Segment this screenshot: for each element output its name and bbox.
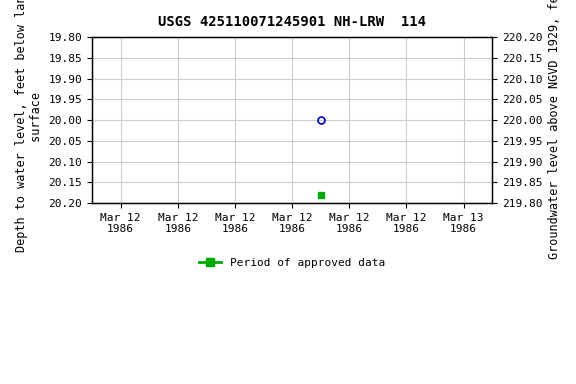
Legend: Period of approved data: Period of approved data	[195, 253, 390, 272]
Title: USGS 425110071245901 NH-LRW  114: USGS 425110071245901 NH-LRW 114	[158, 15, 426, 29]
Y-axis label: Groundwater level above NGVD 1929, feet: Groundwater level above NGVD 1929, feet	[548, 0, 561, 259]
Y-axis label: Depth to water level, feet below land
 surface: Depth to water level, feet below land su…	[15, 0, 43, 252]
